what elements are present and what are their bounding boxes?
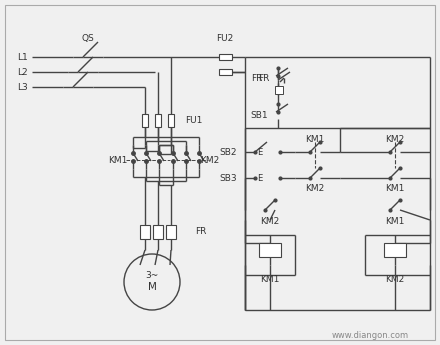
Bar	[155, 114, 161, 127]
Bar	[153, 225, 163, 239]
Text: KM2: KM2	[305, 184, 325, 193]
Text: L3: L3	[17, 82, 27, 91]
Bar	[384, 243, 406, 257]
Text: KM2: KM2	[385, 135, 405, 144]
Text: FU2: FU2	[216, 33, 234, 42]
Text: KM1: KM1	[108, 156, 128, 165]
Bar	[168, 114, 174, 127]
Text: KM2: KM2	[200, 156, 220, 165]
Text: L2: L2	[17, 68, 27, 77]
Text: KM2: KM2	[260, 217, 280, 227]
Text: KM1: KM1	[260, 276, 280, 285]
Text: QS: QS	[82, 33, 94, 42]
Text: FR: FR	[252, 73, 263, 82]
Text: FU1: FU1	[185, 116, 202, 125]
Text: SB2: SB2	[220, 148, 237, 157]
Text: E: E	[257, 148, 262, 157]
Text: SB1: SB1	[250, 110, 268, 119]
Text: FR: FR	[195, 227, 206, 237]
Bar	[275, 86, 283, 94]
Text: SB3: SB3	[220, 174, 237, 183]
Text: KM1: KM1	[385, 217, 405, 227]
Text: E: E	[257, 174, 262, 183]
Text: FR: FR	[259, 73, 270, 82]
Bar	[142, 114, 148, 127]
Text: KM2: KM2	[385, 276, 405, 285]
Bar	[219, 69, 231, 75]
Text: M: M	[147, 282, 157, 292]
Bar	[166, 225, 176, 239]
Text: www.diangon.com: www.diangon.com	[331, 331, 409, 339]
Bar	[219, 54, 231, 60]
Text: 3~: 3~	[145, 270, 159, 279]
Text: KM1: KM1	[385, 184, 405, 193]
Text: L1: L1	[17, 52, 27, 61]
Bar	[259, 243, 281, 257]
Bar	[140, 225, 150, 239]
Text: KM1: KM1	[305, 135, 325, 144]
